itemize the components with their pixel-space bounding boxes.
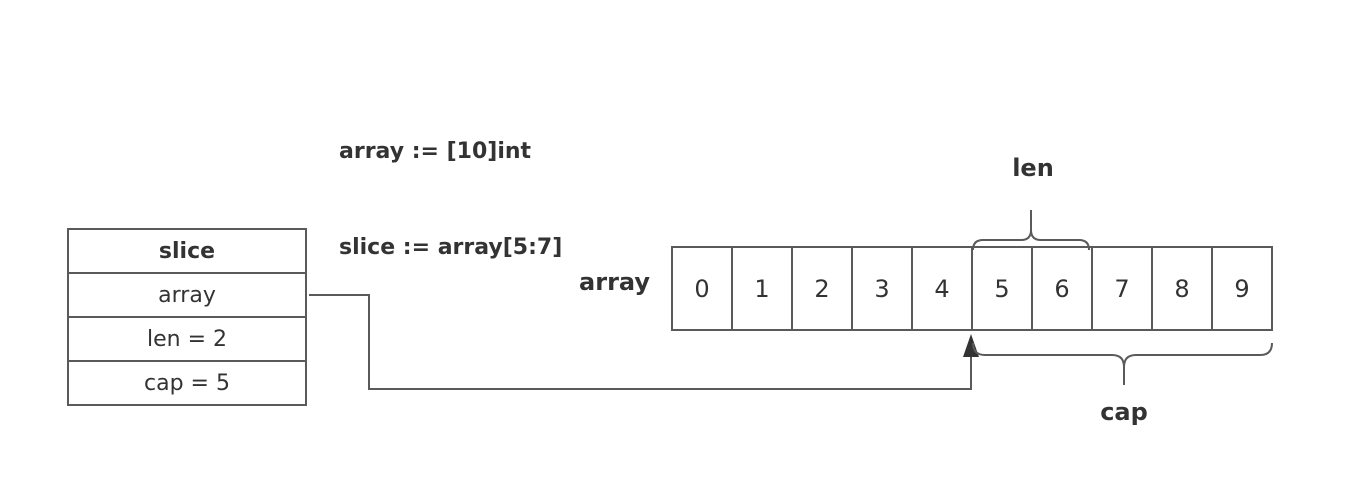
slice-struct-title: slice xyxy=(69,230,305,274)
cap-brace-label: cap xyxy=(1100,398,1148,426)
slice-field-len: len = 2 xyxy=(69,318,305,362)
array-element-7: 7 xyxy=(1093,248,1153,329)
array-element-0: 0 xyxy=(673,248,733,329)
pointer-line xyxy=(309,294,972,390)
array-cells: 0 1 2 3 4 5 6 7 8 9 xyxy=(671,246,1273,331)
array-element-3: 3 xyxy=(853,248,913,329)
slice-field-array-pointer: array xyxy=(69,274,305,318)
code-line-array-decl: array := [10]int xyxy=(339,139,532,164)
array-element-2: 2 xyxy=(793,248,853,329)
array-element-4: 4 xyxy=(913,248,973,329)
len-brace-label: len xyxy=(1012,154,1054,182)
array-element-8: 8 xyxy=(1153,248,1213,329)
slice-struct-box: slice array len = 2 cap = 5 xyxy=(67,228,307,406)
len-brace xyxy=(972,210,1090,251)
code-line-slice-decl: slice := array[5:7] xyxy=(339,235,563,260)
cap-brace xyxy=(972,342,1273,385)
array-element-6: 6 xyxy=(1033,248,1093,329)
array-element-5: 5 xyxy=(973,248,1033,329)
code-snippet: array := [10]int slice := array[5:7] xyxy=(339,72,562,296)
array-element-9: 9 xyxy=(1234,274,1250,303)
array-element-1: 1 xyxy=(733,248,793,329)
array-label: array xyxy=(579,268,650,296)
slice-field-cap: cap = 5 xyxy=(144,370,230,396)
